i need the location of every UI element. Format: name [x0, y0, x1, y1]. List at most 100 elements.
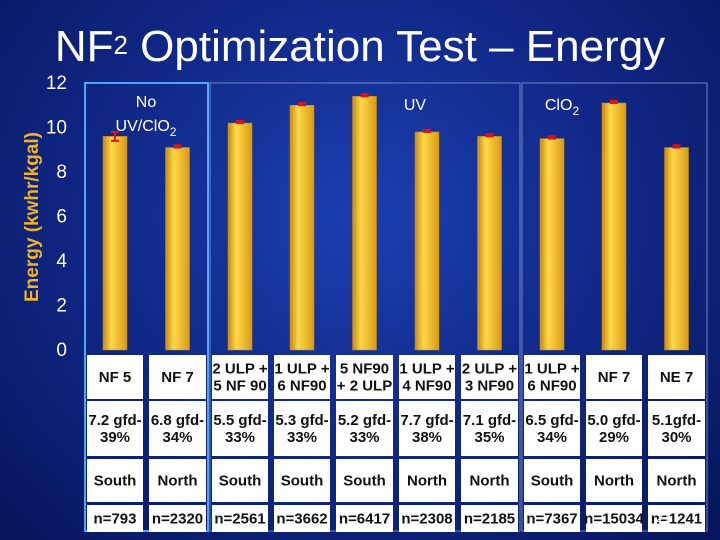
table-cell-text: 2 ULP + [462, 361, 517, 378]
table-cell-sample-count [274, 505, 330, 532]
y-tick-label: 2 [56, 296, 67, 317]
y-tick-label: 12 [46, 73, 67, 94]
table-cell-membrane [586, 355, 642, 399]
table-cell-text: n=6417 [339, 511, 390, 528]
table-cell-train [586, 459, 642, 502]
table-cell-flux-recovery [399, 401, 455, 456]
table-cell-text: 5.1gfd- [652, 412, 701, 429]
table-cell-text: 33% [287, 429, 317, 446]
table-cell-train [336, 459, 393, 502]
table-cell-train [399, 459, 455, 502]
table-cell-text: North [594, 473, 634, 490]
table-cell-text: n=3662 [276, 511, 327, 528]
table-cell-text: 1 ULP + [524, 361, 579, 378]
table-cell-train [212, 459, 268, 502]
table-cell-text: 39% [100, 429, 130, 446]
bar [102, 136, 128, 351]
table-cell-text: 5.2 gfd- [338, 412, 391, 429]
table-cell-membrane [648, 355, 705, 399]
y-axis-label: Energy (kwhr/kgal) [22, 132, 43, 302]
table-cell-train [274, 459, 330, 502]
table-cell-train [149, 459, 206, 502]
table-cell-flux-recovery [461, 401, 518, 456]
table-cell-text: n=2185 [464, 511, 515, 528]
table-cell-sample-count [336, 505, 393, 532]
title-text: NF [54, 22, 114, 71]
table-cell-flux-recovery [648, 401, 705, 456]
table-cell-text: 1 ULP + [399, 361, 454, 378]
table-cell-text: 33% [349, 429, 379, 446]
table-cell-sample-count [212, 505, 268, 532]
table-cell-text: South [281, 473, 324, 490]
group-label: UV/ClO2 [116, 118, 177, 139]
slide-number: 21 [656, 510, 671, 525]
table-cell-text: n=2561 [214, 511, 265, 528]
table-cell-text: 33% [225, 429, 255, 446]
table-cell-text: 34% [162, 429, 192, 446]
table-cell-text: 5 NF90 [340, 361, 389, 378]
y-axis: 0 2 4 6 8 10 12 Energy (kwhr/kgal) [22, 73, 67, 361]
table-cell-text: 7.2 gfd- [88, 412, 141, 429]
table-cell-text: 6.8 gfd- [151, 412, 204, 429]
table-cell-text: 5.0 gfd- [587, 412, 640, 429]
table-cell-membrane [212, 355, 268, 399]
table-cell-flux-recovery [87, 401, 143, 456]
table-cell-train [461, 459, 518, 502]
bars [102, 96, 689, 351]
table-cell-text: NF 7 [161, 369, 194, 386]
table-cell-membrane [399, 355, 455, 399]
table-cell-flux-recovery [212, 401, 268, 456]
y-tick-label: 0 [56, 340, 67, 361]
table-cell-train [524, 459, 580, 502]
group-label: ClO2 [545, 97, 580, 118]
table-cell-text: NF 5 [99, 369, 132, 386]
table-cell-sample-count [648, 505, 705, 532]
table-cell-text: 38% [412, 429, 442, 446]
page-title: NF2 Optimization Test – Energy [0, 22, 720, 72]
table-cell-text: 6 NF90 [277, 378, 326, 395]
table-cell-sample-count [87, 505, 143, 532]
table-cell-flux-recovery [586, 401, 642, 456]
table-cell-text: n=1241 [651, 511, 702, 528]
table-cell-text: South [94, 473, 137, 490]
bar [664, 147, 689, 351]
bar [289, 105, 315, 351]
table-cell-flux-recovery [274, 401, 330, 456]
table-cell-text: NF 7 [598, 369, 631, 386]
table-cell-text: 35% [474, 429, 504, 446]
table-cell-text: 2 ULP + [212, 361, 267, 378]
table-cell-sample-count [399, 505, 455, 532]
table-cell-text: n=2320 [152, 511, 203, 528]
table-cell-text: 4 NF90 [402, 378, 451, 395]
bar [477, 136, 502, 351]
table-cell-text: 7.7 gfd- [400, 412, 453, 429]
table-cell-text: + 2 ULP [337, 378, 392, 395]
table-cell-text: 5.3 gfd- [275, 412, 328, 429]
table-cell-membrane [149, 355, 206, 399]
y-tick-label: 4 [56, 251, 67, 272]
table-cell-text: North [470, 473, 510, 490]
table-cell-train [648, 459, 705, 502]
table-cell-text: South [531, 473, 574, 490]
bar [165, 147, 190, 351]
bar [601, 102, 627, 351]
y-tick-label: 8 [56, 162, 67, 183]
table-cell-membrane [524, 355, 580, 399]
table-cell-text: 3 NF90 [465, 378, 514, 395]
bar [352, 96, 377, 351]
table-cell-text: NE 7 [660, 369, 693, 386]
table-cell-train [87, 459, 143, 502]
table-cell-text: 6 NF90 [527, 378, 576, 395]
group-label: No [136, 94, 157, 111]
group-box-no-uv-clo2 [84, 82, 209, 532]
table-cell-text: 30% [661, 429, 691, 446]
table-cell-text: 6.5 gfd- [525, 412, 578, 429]
bar [414, 131, 440, 351]
table-cell-text: South [219, 473, 262, 490]
table-cell-text: n=793 [94, 511, 137, 528]
table-cell-text: North [158, 473, 198, 490]
title-text-rest: Optimization Test – Energy [127, 22, 666, 71]
title-superscript: 2 [113, 30, 128, 60]
